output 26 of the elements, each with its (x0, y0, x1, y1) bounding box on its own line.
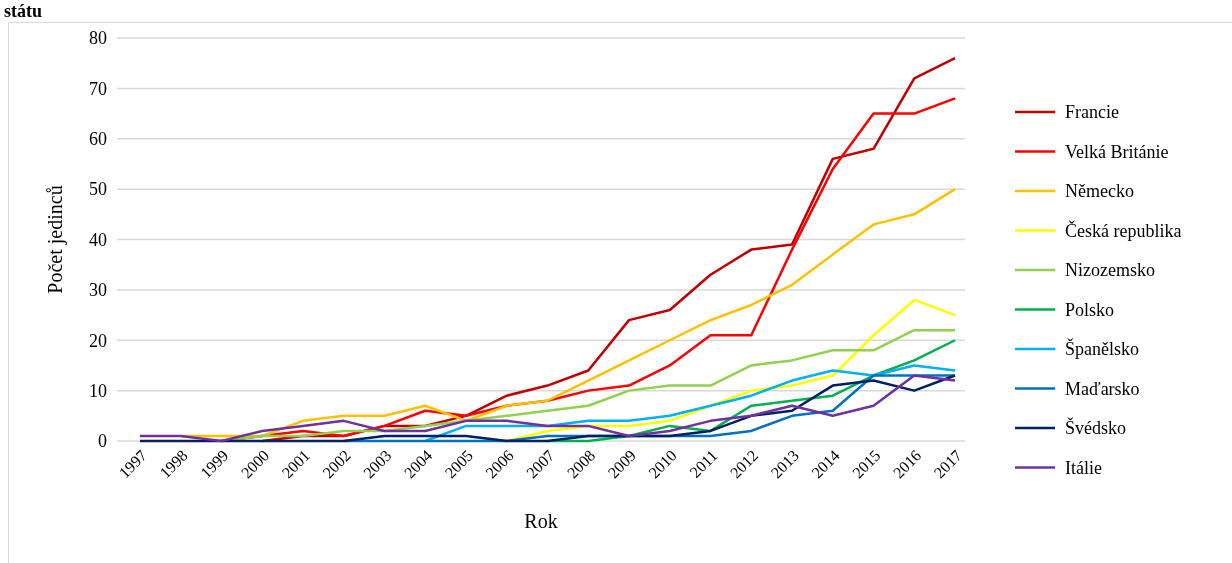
legend-label: Nizozemsko (1065, 260, 1155, 281)
chart-title: státu (4, 1, 43, 21)
y-tick-label: 10 (89, 380, 107, 401)
y-axis-title: Počet jedinců (44, 185, 67, 294)
y-tick-label: 80 (89, 28, 107, 49)
x-tick-label: 2011 (686, 446, 721, 481)
legend-label: Francie (1065, 102, 1119, 123)
y-tick-label: 50 (89, 179, 107, 200)
y-tick-label: 20 (89, 330, 107, 351)
line-series (424, 364, 957, 443)
x-axis-title: Rok (524, 510, 558, 532)
y-tick-label: 40 (89, 229, 107, 250)
legend-label: Maďarsko (1065, 378, 1140, 399)
legend-label: Polsko (1065, 299, 1115, 320)
legend-label: Velká Británie (1065, 141, 1169, 162)
legend-label: Česká republika (1065, 219, 1182, 241)
x-tick-label: 1999 (196, 446, 232, 482)
legend-label: Německo (1065, 181, 1134, 202)
legend-label: Španělsko (1065, 338, 1139, 360)
legend-label: Švédsko (1065, 417, 1127, 439)
y-tick-label: 30 (89, 280, 107, 301)
line-series (138, 374, 957, 443)
legend-label: Itálie (1065, 457, 1102, 478)
y-tick-label: 60 (89, 129, 107, 150)
y-tick-label: 0 (98, 431, 107, 452)
y-tick-label: 70 (89, 78, 107, 99)
